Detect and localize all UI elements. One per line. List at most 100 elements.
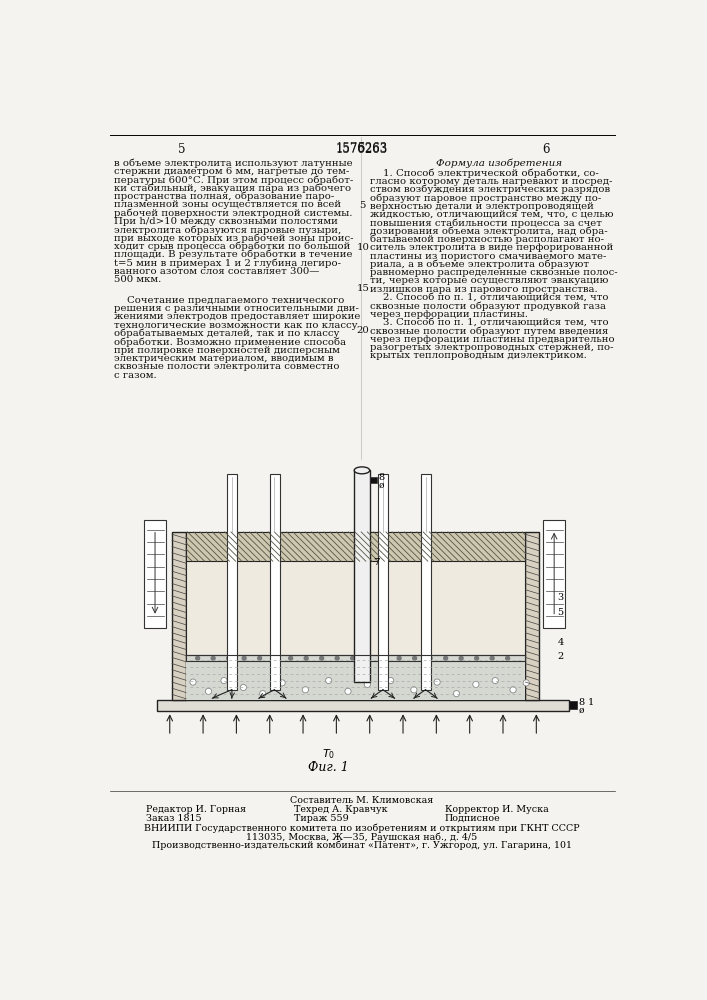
Text: 5: 5 xyxy=(177,143,185,156)
Bar xyxy=(354,470,370,682)
Bar xyxy=(144,520,166,628)
Text: сквозные полости электролита совместно: сквозные полости электролита совместно xyxy=(114,362,339,371)
Text: верхностью детали и электропроводящей: верхностью детали и электропроводящей xyxy=(370,202,594,211)
Text: ванного азотом слоя составляет 300—: ванного азотом слоя составляет 300— xyxy=(114,267,320,276)
Text: Тираж 559: Тираж 559 xyxy=(293,814,349,823)
Text: Заказ 1815: Заказ 1815 xyxy=(146,814,202,823)
Bar xyxy=(156,700,569,711)
Text: 5: 5 xyxy=(360,201,366,210)
Text: $T_0$: $T_0$ xyxy=(322,748,335,761)
Circle shape xyxy=(490,656,494,660)
Text: с газом.: с газом. xyxy=(114,371,157,380)
Circle shape xyxy=(196,656,199,660)
Text: Фиг. 1: Фиг. 1 xyxy=(308,761,349,774)
Text: ø: ø xyxy=(578,706,584,715)
Circle shape xyxy=(473,681,479,687)
Circle shape xyxy=(227,656,230,660)
Text: 1576263: 1576263 xyxy=(336,143,388,156)
Text: 8: 8 xyxy=(578,698,584,707)
Circle shape xyxy=(474,656,479,660)
Text: ситель электролита в виде перфорированной: ситель электролита в виде перфорированно… xyxy=(370,243,613,252)
Text: обработки. Возможно применение способа: обработки. Возможно применение способа xyxy=(114,337,346,347)
Text: гласно которому деталь нагревают и посред-: гласно которому деталь нагревают и посре… xyxy=(370,177,612,186)
Text: сквозные полости образуют продувкой газа: сквозные полости образуют продувкой газа xyxy=(370,301,606,311)
Circle shape xyxy=(351,656,355,660)
Circle shape xyxy=(411,687,417,693)
Text: электрическим материалом, вводимым в: электрическим материалом, вводимым в xyxy=(114,354,334,363)
Circle shape xyxy=(325,677,332,684)
Text: равномерно распределенные сквозные полос-: равномерно распределенные сквозные полос… xyxy=(370,268,617,277)
Text: 1. Способ электрической обработки, со-: 1. Способ электрической обработки, со- xyxy=(370,168,598,178)
Circle shape xyxy=(397,656,401,660)
Text: 500 мкм.: 500 мкм. xyxy=(114,275,161,284)
Circle shape xyxy=(387,677,394,684)
Text: крытых теплопроводным диэлектриком.: крытых теплопроводным диэлектриком. xyxy=(370,351,587,360)
Circle shape xyxy=(335,656,339,660)
Text: 7: 7 xyxy=(373,558,380,567)
Text: 2. Способ по п. 1, отличающийся тем, что: 2. Способ по п. 1, отличающийся тем, что xyxy=(370,293,608,302)
Text: через перфорации пластины.: через перфорации пластины. xyxy=(370,310,527,319)
Circle shape xyxy=(506,656,510,660)
Text: 10: 10 xyxy=(356,243,369,252)
Circle shape xyxy=(258,656,262,660)
Circle shape xyxy=(492,677,498,684)
Circle shape xyxy=(221,677,227,684)
Circle shape xyxy=(273,656,277,660)
Circle shape xyxy=(366,656,370,660)
Text: 15: 15 xyxy=(356,284,369,293)
Text: ки стабильный, эвакуация пара из рабочего: ки стабильный, эвакуация пара из рабочег… xyxy=(114,183,351,193)
Text: плазменной зоны осуществляется по всей: плазменной зоны осуществляется по всей xyxy=(114,200,341,209)
Text: 4: 4 xyxy=(557,638,563,647)
Text: 3. Способ по п. 1, отличающийся тем, что: 3. Способ по п. 1, отличающийся тем, что xyxy=(370,318,608,327)
Circle shape xyxy=(190,679,196,685)
Text: ø: ø xyxy=(378,480,384,489)
Text: Производственно-издательский комбинат «Патент», г. Ужгород, ул. Гагарина, 101: Производственно-издательский комбинат «П… xyxy=(152,841,572,850)
Text: риала, а в объеме электролита образуют: риала, а в объеме электролита образуют xyxy=(370,260,589,269)
Text: разогретых электропроводных стержней, по-: разогретых электропроводных стержней, по… xyxy=(370,343,613,352)
Bar xyxy=(186,532,525,700)
Text: ством возбуждения электрических разрядов: ством возбуждения электрических разрядов xyxy=(370,185,610,194)
Bar xyxy=(172,532,186,700)
Text: в объеме электролита используют латунные: в объеме электролита используют латунные xyxy=(114,158,353,168)
Circle shape xyxy=(460,656,463,660)
Text: повышения стабильности процесса за счет: повышения стабильности процесса за счет xyxy=(370,218,602,228)
Bar xyxy=(186,655,525,661)
Circle shape xyxy=(434,679,440,685)
Circle shape xyxy=(444,656,448,660)
Text: 2: 2 xyxy=(557,652,563,661)
Circle shape xyxy=(382,656,385,660)
Text: Корректор И. Муска: Корректор И. Муска xyxy=(445,805,549,814)
Text: Составитель М. Климовская: Составитель М. Климовская xyxy=(291,796,433,805)
Text: Подписное: Подписное xyxy=(445,814,501,823)
Text: дозирования объема электролита, над обра-: дозирования объема электролита, над обра… xyxy=(370,227,607,236)
Circle shape xyxy=(304,656,308,660)
Bar xyxy=(186,655,525,700)
Bar xyxy=(569,701,577,709)
Ellipse shape xyxy=(354,467,370,474)
Circle shape xyxy=(288,656,293,660)
Circle shape xyxy=(240,684,247,691)
Circle shape xyxy=(211,656,215,660)
Circle shape xyxy=(279,680,285,686)
Circle shape xyxy=(320,656,324,660)
Text: рабочей поверхности электродной системы.: рабочей поверхности электродной системы. xyxy=(114,208,353,218)
Circle shape xyxy=(453,691,460,697)
Circle shape xyxy=(364,681,370,687)
Text: 8: 8 xyxy=(378,473,385,482)
Text: ВНИИПИ Государственного комитета по изобретениям и открытиям при ГКНТ СССР: ВНИИПИ Государственного комитета по изоб… xyxy=(144,824,580,833)
Text: Сочетание предлагаемого технического: Сочетание предлагаемого технического xyxy=(114,296,344,305)
Text: через перфорации пластины предварительно: через перфорации пластины предварительно xyxy=(370,335,614,344)
Text: батываемой поверхностью располагают но-: батываемой поверхностью располагают но- xyxy=(370,235,604,244)
Bar xyxy=(270,474,280,690)
Text: пературы 600°С. При этом процесс обработ-: пературы 600°С. При этом процесс обработ… xyxy=(114,175,354,185)
Text: при полировке поверхностей дисперсным: при полировке поверхностей дисперсным xyxy=(114,346,340,355)
Text: 1576263: 1576263 xyxy=(336,142,388,155)
Text: 5: 5 xyxy=(557,608,563,617)
Text: 1: 1 xyxy=(588,698,594,707)
Text: 113035, Москва, Ж—35, Раушская наб., д. 4/5: 113035, Москва, Ж—35, Раушская наб., д. … xyxy=(246,832,477,842)
Bar xyxy=(186,532,525,561)
Text: 20: 20 xyxy=(356,326,369,335)
Bar xyxy=(370,477,377,483)
Bar xyxy=(421,474,431,690)
Text: ходит срыв процесса обработки по большой: ходит срыв процесса обработки по большой xyxy=(114,242,351,251)
